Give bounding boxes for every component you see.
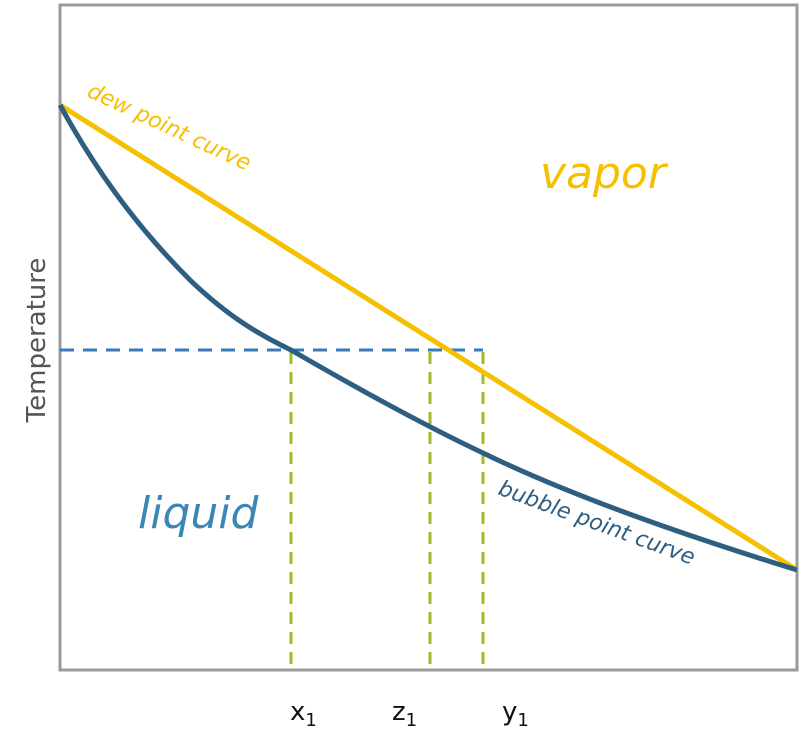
composition-label: y1	[502, 697, 529, 731]
symbol: y	[502, 697, 517, 727]
symbol: z	[392, 697, 406, 727]
vapor-region-label: vapor	[540, 148, 669, 199]
composition-label: z1	[392, 697, 417, 731]
dew-point-curve	[58, 102, 799, 573]
plot-frame	[58, 3, 799, 672]
subscript: 1	[406, 710, 417, 731]
composition-label: x1	[290, 697, 317, 731]
bubble-point-curve	[57, 103, 798, 573]
axis-label: Temperature	[22, 258, 52, 424]
liquid-region-label: liquid	[138, 488, 259, 539]
subscript: 1	[305, 710, 316, 731]
symbol: x	[290, 697, 305, 727]
subscript: 1	[517, 710, 528, 731]
dew-curve-label: dew point curve	[83, 79, 254, 177]
